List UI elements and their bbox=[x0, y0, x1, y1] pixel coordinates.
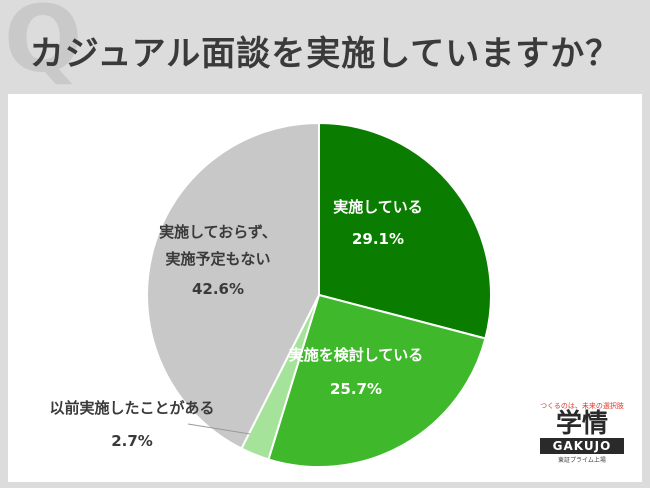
pie-chart: 実施している 29.1% 実施を検討している 25.7% 以前実施したことがある 2.7%… bbox=[49, 121, 492, 468]
gakujo-logo: つくるのは、未来の選択肢 学情 GAKUJO 東証プライム上場 bbox=[540, 401, 624, 464]
slice-value-1: 29.1% bbox=[352, 230, 404, 248]
page-title: カジュアル面談を実施していますか？ bbox=[29, 34, 621, 74]
q-mark: Q bbox=[4, 0, 83, 93]
slice-value-2: 25.7% bbox=[330, 380, 382, 398]
slice-value-4: 42.6% bbox=[192, 280, 244, 298]
pie-slice-2 bbox=[267, 293, 487, 468]
chart-panel: 実施している 29.1% 実施を検討している 25.7% 以前実施したことがある 2.7%… bbox=[8, 94, 642, 482]
pie-slice-4 bbox=[146, 121, 320, 450]
logo-name: 学情 bbox=[555, 408, 608, 439]
slice-label-4-line-2: 実施予定もない bbox=[165, 250, 270, 268]
logo-name-en: GAKUJO bbox=[540, 438, 624, 454]
leader-line bbox=[187, 423, 251, 435]
logo-tagline: つくるのは、未来の選択肢 bbox=[540, 401, 624, 410]
slice-label-1: 実施している bbox=[333, 198, 423, 216]
slice-label-3: 以前実施したことがある bbox=[49, 399, 214, 417]
slice-label-2: 実施を検討している bbox=[289, 346, 424, 364]
slice-label-4-line-1: 実施しておらず、 bbox=[159, 223, 277, 241]
logo-sub: 東証プライム上場 bbox=[558, 457, 606, 464]
pie-slice-1 bbox=[318, 121, 492, 340]
slice-value-3: 2.7% bbox=[111, 432, 153, 450]
